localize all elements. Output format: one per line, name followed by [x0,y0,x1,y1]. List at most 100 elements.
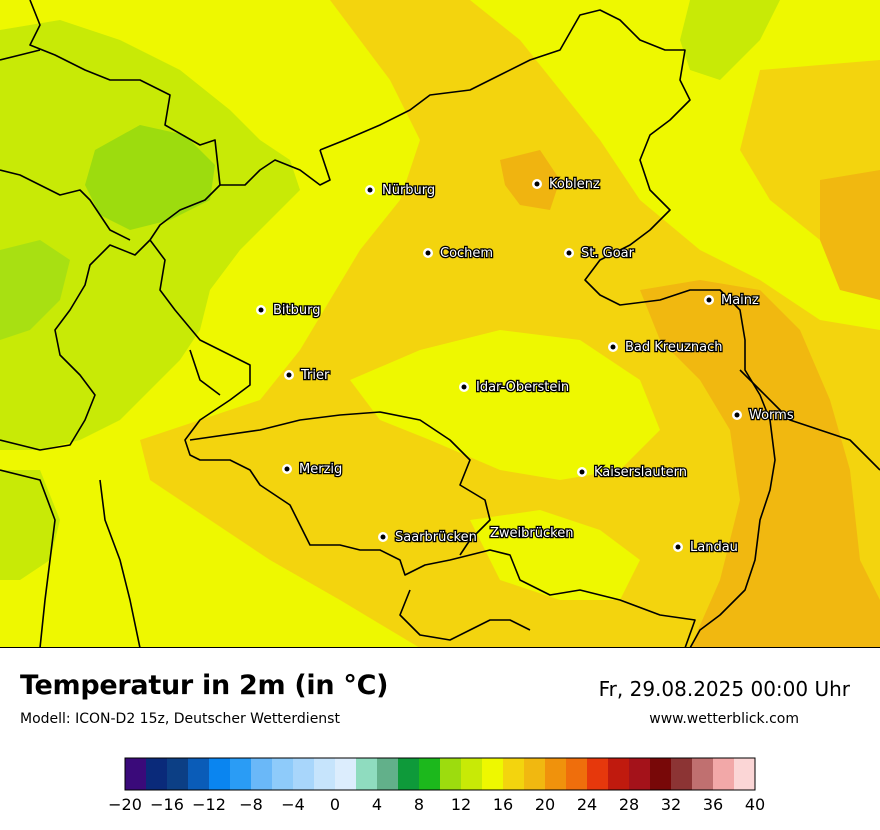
border-lux [149,239,696,648]
temp-region-yellow-south [470,510,640,600]
city-trier: Trier [284,367,331,384]
temp-region-lime [0,20,300,450]
colorbar-swatch [671,758,693,790]
colorbar-swatch [482,758,504,790]
city-st-goar: St. Goar [564,245,636,262]
city-label: Nürburg [382,183,435,198]
temperature-colorbar [124,757,756,791]
forecast-datetime: Fr, 29.08.2025 00:00 Uhr [598,677,850,701]
city-idar-oberstein: Idar-Oberstein [459,379,570,396]
city-dot-center [367,187,373,193]
city-dot-center [284,466,290,472]
colorbar-tick-label: 16 [492,795,514,814]
city-label: Idar-Oberstein [476,380,569,395]
border-hesse [739,369,880,471]
temp-region-lime-ne [680,0,780,80]
colorbar-tick-label: 36 [702,795,724,814]
colorbar-swatch [692,758,714,790]
temp-region-gold [140,0,880,648]
colorbar-swatch [566,758,588,790]
city-dot-center [675,544,681,550]
city-bad-kreuznach: Bad Kreuznach [608,339,724,356]
website-label: www.wetterblick.com [649,711,799,727]
city-dot-center [734,412,740,418]
city-label: Koblenz [549,177,600,192]
city-label: Bad Kreuznach [625,340,723,355]
city-label: Merzig [299,462,342,477]
colorbar-frame [124,757,756,791]
city-label: Landau [690,540,738,555]
colorbar-swatch [713,758,735,790]
city-landau: Landau [673,539,739,556]
city-dot-center [610,344,616,350]
colorbar-tick-label: 28 [618,795,640,814]
city-mainz: Mainz [704,292,760,309]
colorbar-swatch [188,758,210,790]
temp-region-orange-3 [500,150,560,210]
city-nuerburg: Nürburg [365,182,436,199]
city-bitburg: Bitburg [256,302,322,319]
colorbar-swatch [419,758,441,790]
temp-region-green-2 [0,240,70,340]
city-dot-center [380,534,386,540]
colorbar-swatch [167,758,189,790]
colorbar-swatch [377,758,399,790]
city-label: Mainz [721,293,759,308]
colorbar-tick-label: 0 [329,795,341,814]
city-dot-center [425,250,431,256]
city-dot-center [258,307,264,313]
colorbar-swatch [734,758,756,790]
colorbar-swatch [272,758,294,790]
city-koblenz: Koblenz [532,176,601,193]
city-dot-center [534,181,540,187]
border-misc-nw [0,169,131,241]
colorbar-tick-label: 20 [534,795,556,814]
city-merzig: Merzig [282,461,344,478]
temp-region-lime-sw [0,470,60,580]
city-kaiserslautern: Kaiserslautern [577,464,688,481]
colorbar-swatch [209,758,231,790]
colorbar-swatch [545,758,567,790]
city-dot-center [706,297,712,303]
colorbar-swatch [608,758,630,790]
colorbar-swatch [230,758,252,790]
colorbar-swatch [146,758,168,790]
city-cochem: Cochem [423,245,494,262]
city-label: Cochem [440,246,493,261]
border-france-sw [0,469,56,648]
temp-region-green [85,125,215,230]
colorbar-swatch [524,758,546,790]
map-title: Temperatur in 2m (in °C) [20,670,389,701]
colorbar-swatch [125,758,147,790]
colorbar-tick-label: 4 [371,795,383,814]
border-misc-w [0,49,41,61]
temp-region-yellow-hunsrueck [350,330,660,480]
city-zweibruecken: Zweibrücken [489,525,575,543]
border-saar-rlp [189,411,491,556]
city-markers: Nürburg Koblenz Cochem St. Goar Mainz Bi… [256,176,795,556]
colorbar-swatch [629,758,651,790]
colorbar-tick-label: −16 [150,795,184,814]
city-dot-center [579,469,585,475]
border-nrw-eifel [220,149,331,186]
border-nrw-north [319,9,776,648]
city-label: Worms [749,408,794,423]
state-borders [0,0,880,648]
border-nrw-rlp [0,0,221,451]
colorbar-swatch [314,758,336,790]
colorbar-tick-label: −8 [239,795,263,814]
colorbar-swatch [440,758,462,790]
city-label: Kaiserslautern [594,465,687,480]
border-palatinate-s [399,589,531,641]
colorbar-swatch [587,758,609,790]
colorbar-tick-label: 40 [744,795,766,814]
colorbar-swatch [293,758,315,790]
city-label: Zweibrücken [490,526,573,541]
city-label: St. Goar [581,246,635,261]
city-dot-center [461,384,467,390]
border-lux-inner [189,349,221,396]
city-label: Trier [300,368,330,383]
colorbar-swatch [335,758,357,790]
temp-region-yellow-north [520,0,660,110]
colorbar-tick-label: 12 [450,795,472,814]
